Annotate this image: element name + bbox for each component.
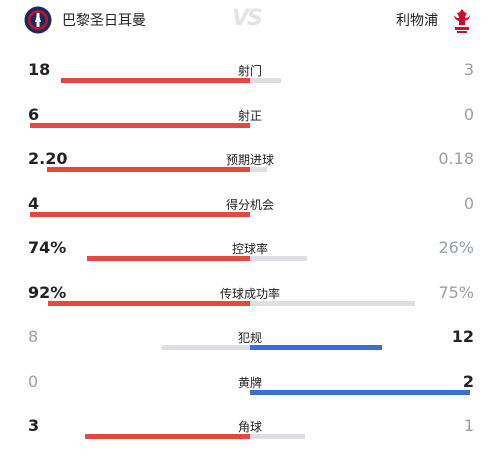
away-bar-fill <box>250 78 282 83</box>
home-bar-track <box>30 434 250 440</box>
stat-away-value: 26% <box>438 238 474 257</box>
stat-home-value: 0 <box>28 371 39 391</box>
stat-row: 6 射正 0 <box>0 105 500 149</box>
home-bar-fill <box>85 434 250 439</box>
stat-label: 黄牌 <box>237 375 262 390</box>
stat-label: 预期进球 <box>225 153 274 167</box>
stat-home-value: 6 <box>28 104 40 124</box>
home-bar-fill <box>30 211 250 217</box>
away-bar-track <box>250 345 470 351</box>
stat-away-value: 12 <box>451 327 474 346</box>
stat-row: 92% 传球成功率 75% <box>0 283 500 327</box>
stat-away-value: 0 <box>463 104 474 124</box>
away-bar-fill <box>250 389 470 395</box>
liverpool-logo-icon <box>454 9 470 33</box>
away-bar-fill <box>250 167 267 172</box>
match-header: 巴黎圣日耳曼 VS 利物浦 <box>0 0 500 40</box>
stat-label: 射门 <box>237 64 262 78</box>
stat-label: 控球率 <box>231 242 268 256</box>
stat-row: 0 黄牌 2 <box>0 372 500 416</box>
away-bar-fill <box>250 345 382 350</box>
away-team-name: 利物浦 <box>396 13 438 29</box>
away-bar-track <box>250 78 470 84</box>
stat-away-value: 3 <box>463 60 474 79</box>
stat-home-value: 18 <box>28 60 51 79</box>
stat-row: 4 得分机会 0 <box>0 194 500 238</box>
home-bar-track <box>30 78 250 84</box>
psg-logo-icon <box>24 6 52 34</box>
home-bar-track <box>30 167 250 173</box>
stat-home-value: 4 <box>28 193 40 213</box>
home-bar-fill <box>47 300 250 306</box>
stat-label: 传球成功率 <box>219 286 280 301</box>
stat-away-value: 0.18 <box>438 149 474 168</box>
away-bar-fill <box>250 300 415 306</box>
stat-away-value: 2 <box>462 371 474 391</box>
away-bar-fill <box>250 434 305 439</box>
away-bar-track <box>250 300 470 307</box>
home-bar-fill <box>46 167 250 172</box>
away-bar-track <box>250 256 470 262</box>
away-bar-track <box>250 212 470 218</box>
stat-home-value: 92% <box>28 282 67 302</box>
stat-home-value: 2.20 <box>28 149 68 168</box>
home-bar-track <box>30 345 250 351</box>
home-bar-track <box>30 300 250 307</box>
stat-row: 8 犯规 12 <box>0 327 500 371</box>
home-bar-fill <box>30 122 250 128</box>
home-bar-fill <box>87 256 250 261</box>
away-bar-track <box>250 167 470 173</box>
stat-away-value: 0 <box>463 193 474 213</box>
stat-home-value: 74% <box>28 238 67 257</box>
stat-label: 犯规 <box>237 331 262 345</box>
home-bar-track <box>30 122 250 129</box>
stat-row: 3 角球 1 <box>0 416 500 460</box>
away-bar-track <box>250 434 470 440</box>
home-team-name: 巴黎圣日耳曼 <box>62 13 146 29</box>
stat-row: 74% 控球率 26% <box>0 238 500 282</box>
home-bar-fill <box>61 78 250 83</box>
home-bar-track <box>30 390 250 396</box>
stat-label: 得分机会 <box>225 197 274 212</box>
home-bar-fill <box>162 345 250 350</box>
stat-home-value: 8 <box>28 327 39 346</box>
home-bar-track <box>30 211 250 218</box>
away-bar-track <box>250 123 470 129</box>
stat-away-value: 75% <box>438 282 474 302</box>
stat-label: 角球 <box>237 420 262 434</box>
stat-row: 18 射门 3 <box>0 60 500 104</box>
stat-home-value: 3 <box>28 416 40 435</box>
stat-row: 2.20 预期进球 0.18 <box>0 149 500 193</box>
stat-label: 射正 <box>237 108 262 123</box>
away-bar-track <box>250 389 470 396</box>
away-bar-fill <box>250 256 308 261</box>
home-bar-track <box>30 256 250 262</box>
stat-away-value: 1 <box>463 416 474 435</box>
vs-label: VS <box>232 6 263 31</box>
